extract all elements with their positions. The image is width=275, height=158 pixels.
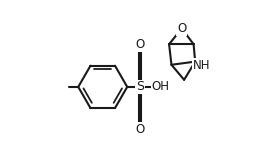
Text: OH: OH (152, 80, 169, 93)
Text: O: O (135, 123, 144, 136)
Text: NH: NH (192, 59, 210, 72)
Text: S: S (136, 80, 144, 93)
Text: O: O (177, 22, 186, 35)
Text: O: O (135, 38, 144, 51)
